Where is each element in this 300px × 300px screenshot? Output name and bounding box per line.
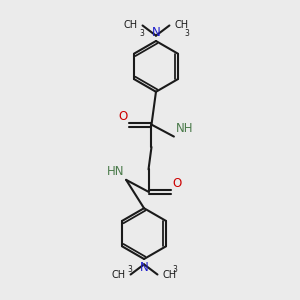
Text: 3: 3 [127, 265, 132, 274]
Text: CH: CH [123, 20, 137, 31]
Text: CH: CH [163, 269, 177, 280]
Text: O: O [172, 177, 182, 190]
Text: 3: 3 [184, 29, 189, 38]
Text: O: O [118, 110, 127, 123]
Text: CH: CH [111, 269, 125, 280]
Text: N: N [152, 26, 160, 39]
Text: HN: HN [107, 165, 124, 178]
Text: N: N [140, 261, 148, 274]
Text: 3: 3 [139, 29, 144, 38]
Text: 3: 3 [172, 265, 177, 274]
Text: NH: NH [176, 122, 193, 135]
Text: CH: CH [175, 20, 189, 31]
